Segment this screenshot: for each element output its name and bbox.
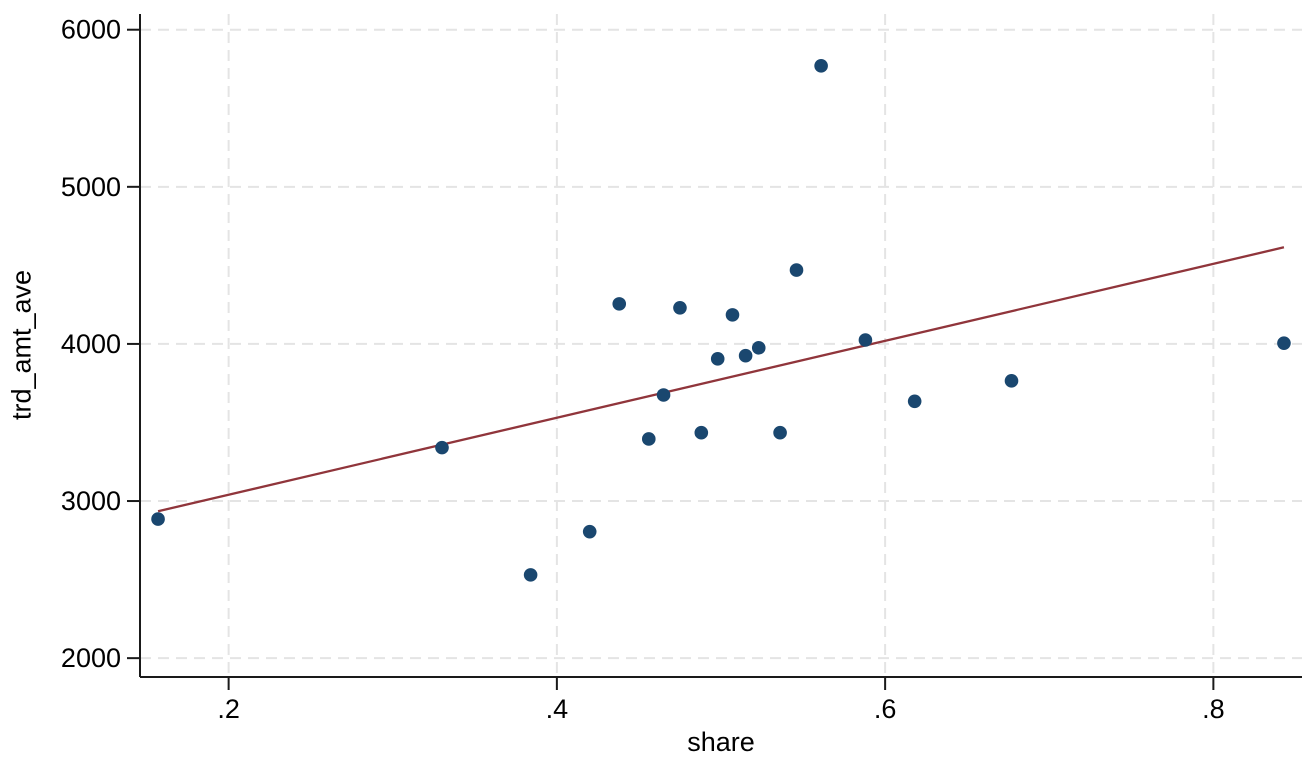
fit-line bbox=[157, 246, 1285, 513]
scatter-point bbox=[710, 352, 725, 366]
y-axis-tick-label: 5000 bbox=[61, 172, 121, 202]
x-axis-tick-label: .8 bbox=[1202, 694, 1225, 724]
scatter-point bbox=[641, 432, 656, 446]
scatter-point bbox=[789, 263, 804, 277]
scatter-point bbox=[751, 341, 766, 355]
scatter-point bbox=[656, 388, 671, 402]
y-axis-tick-label: 4000 bbox=[61, 329, 121, 359]
scatter-point bbox=[725, 308, 740, 322]
scatter-point bbox=[814, 59, 828, 73]
x-axis-tick-label: .4 bbox=[546, 694, 569, 724]
x-axis-tick-label: .6 bbox=[874, 694, 897, 724]
x-axis-title: share bbox=[687, 727, 755, 757]
y-axis-tick-label: 6000 bbox=[61, 15, 121, 45]
scatter-point bbox=[523, 568, 538, 582]
y-axis-tick-label: 3000 bbox=[61, 486, 121, 516]
y-axis-title: trd_amt_ave bbox=[6, 269, 37, 421]
scatter-point bbox=[582, 524, 597, 539]
scatter-point bbox=[773, 425, 787, 440]
scatter-point bbox=[1277, 336, 1291, 350]
scatter-point bbox=[694, 425, 709, 440]
x-axis-tick-label: .2 bbox=[217, 694, 240, 724]
scatter-point bbox=[907, 394, 922, 409]
scatter-point bbox=[151, 512, 165, 526]
scatter-point bbox=[435, 440, 449, 455]
y-axis-tick-label: 2000 bbox=[61, 643, 121, 673]
scatter-point bbox=[673, 300, 687, 315]
scatter-point bbox=[858, 333, 873, 347]
scatter-point bbox=[612, 297, 627, 311]
scatter-point bbox=[1004, 374, 1019, 388]
scatter-point bbox=[738, 348, 753, 363]
